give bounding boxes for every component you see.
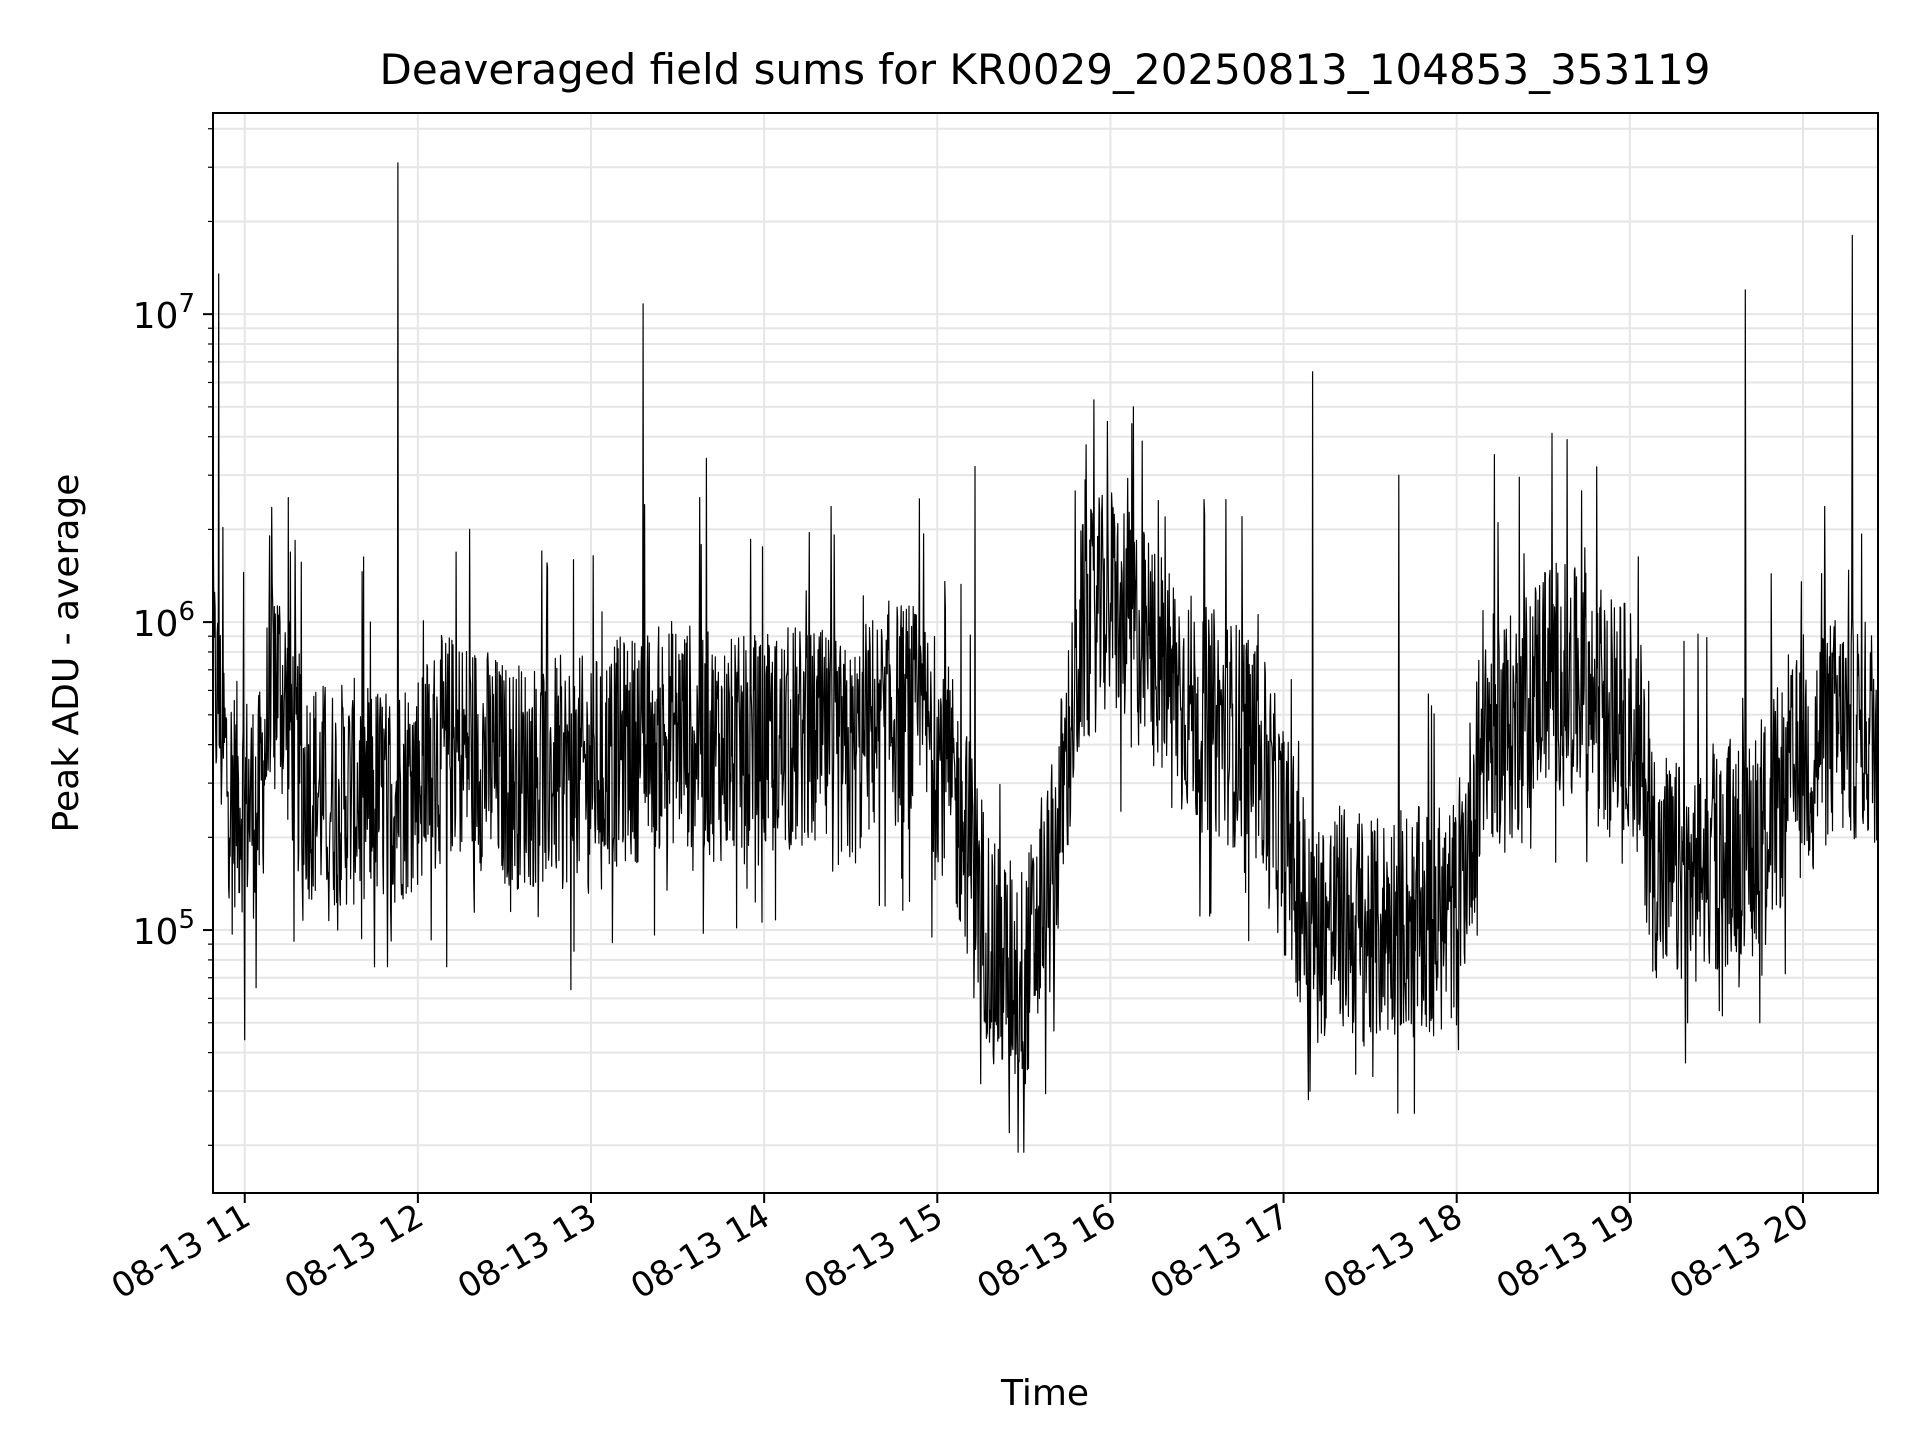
y-tick-label: 105 bbox=[133, 905, 195, 953]
x-tick-label: 08-13 13 bbox=[451, 1196, 603, 1307]
chart-title: Deaveraged field sums for KR0029_2025081… bbox=[380, 45, 1711, 94]
x-tick-label: 08-13 11 bbox=[105, 1196, 257, 1307]
y-axis: 105 106 107 bbox=[133, 128, 213, 1146]
x-tick-label: 08-13 15 bbox=[797, 1196, 949, 1307]
x-tick-label: 08-13 20 bbox=[1663, 1196, 1815, 1307]
plot-frame bbox=[212, 112, 1879, 1194]
x-tick-label: 08-13 19 bbox=[1490, 1196, 1642, 1307]
series-line bbox=[212, 162, 1879, 1153]
series-layer bbox=[212, 162, 1879, 1153]
x-tick-label: 08-13 16 bbox=[971, 1196, 1123, 1307]
x-axis: 08-13 11 08-13 12 08-13 13 08-13 14 08-13 15… bbox=[105, 1193, 1815, 1307]
x-tick-label: 08-13 14 bbox=[624, 1196, 776, 1307]
y-axis-label: Peak ADU - average bbox=[46, 474, 87, 833]
x-tick-label: 08-13 12 bbox=[278, 1196, 430, 1307]
y-tick-label: 107 bbox=[133, 289, 195, 337]
x-axis-label: Time bbox=[1000, 1373, 1089, 1414]
x-tick-label: 08-13 17 bbox=[1144, 1196, 1296, 1307]
x-tick-label: 08-13 18 bbox=[1317, 1196, 1469, 1307]
y-tick-label: 106 bbox=[133, 597, 195, 645]
